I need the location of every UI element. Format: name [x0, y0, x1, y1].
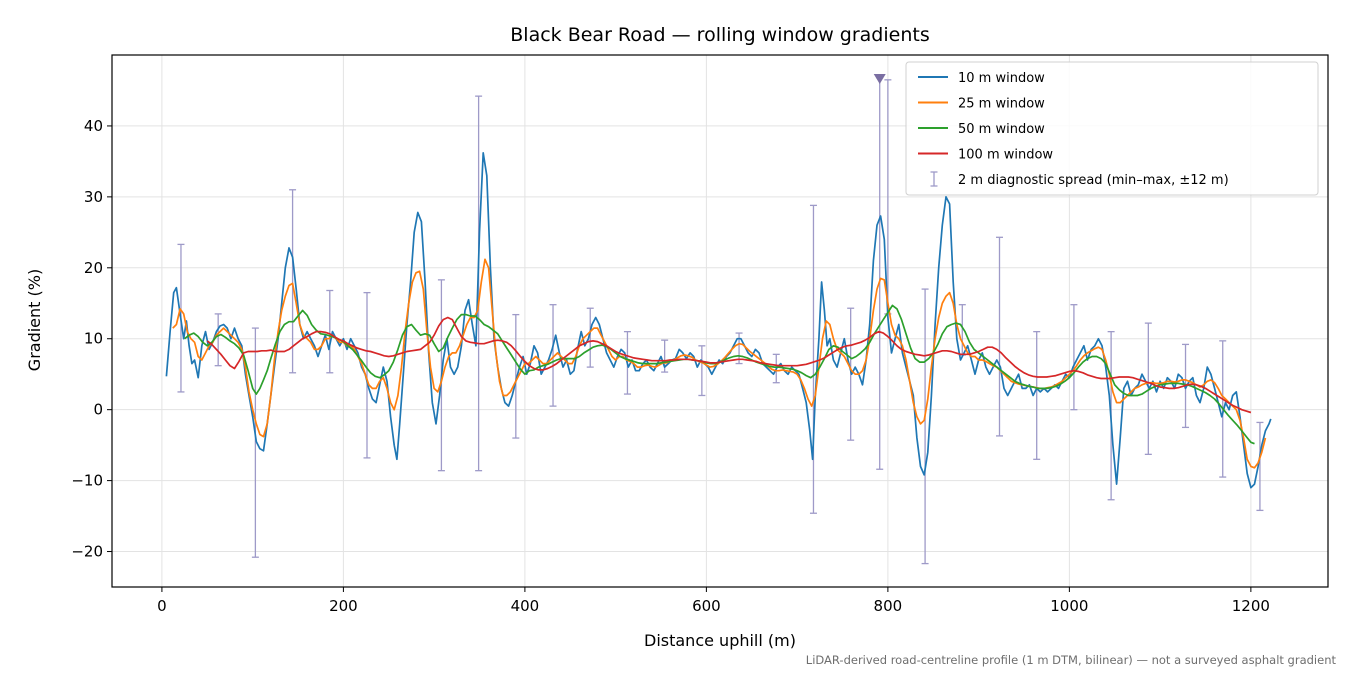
plot-frame: [111, 54, 1329, 588]
legend-label: 2 m diagnostic spread (min–max, ±12 m): [958, 173, 1229, 188]
errorbar: [289, 189, 297, 374]
y-tick-label: −20: [71, 543, 103, 561]
errorbar: [1033, 330, 1041, 460]
legend-label: 100 m window: [958, 148, 1053, 163]
x-tick-label: 600: [692, 597, 721, 615]
x-tick-label: 800: [874, 597, 903, 615]
errorbar: [586, 307, 594, 368]
legend-label: 25 m window: [958, 97, 1045, 112]
legend-item: 2 m diagnostic spread (min–max, ±12 m): [930, 171, 1229, 188]
y-tick-label: 20: [84, 259, 103, 277]
legend-item: 10 m window: [918, 71, 1045, 86]
errorbar: [251, 327, 259, 558]
y-axis-title: Gradient (%): [25, 269, 44, 371]
errorbar: [847, 307, 855, 441]
y-tick-label: 10: [84, 330, 103, 348]
errorbar: [214, 313, 222, 367]
legend-item: 25 m window: [918, 97, 1045, 112]
x-tick-label: 1200: [1232, 597, 1270, 615]
errorbar: [876, 77, 884, 470]
series-line-1: [165, 152, 1272, 489]
y-axis-ticks: −20 −10 0 10 20 30 40: [71, 117, 112, 561]
x-axis-ticks: 0 200 400 600 800 1000 1200: [157, 587, 1270, 615]
legend-label: 10 m window: [958, 71, 1045, 86]
series-line-2: [172, 258, 1267, 469]
x-tick-label: 1000: [1050, 597, 1088, 615]
series-line-3: [184, 304, 1255, 445]
errorbar: [512, 313, 520, 439]
errorbar: [921, 288, 929, 565]
errorbar: [326, 289, 334, 374]
errorbar: [809, 204, 817, 514]
y-tick-label: 30: [84, 188, 103, 206]
y-tick-label: −10: [71, 472, 103, 490]
errorbar: [698, 345, 706, 397]
errorbar: [1144, 322, 1152, 456]
overflow-marker: [873, 74, 886, 84]
legend: 10 m window 25 m window 50 m window 100 m w…: [905, 61, 1319, 196]
legend-item: 50 m window: [918, 122, 1045, 137]
errorbar: [1256, 421, 1264, 512]
series-line-4: [206, 316, 1252, 414]
y-tick-label: 0: [93, 401, 103, 419]
errorbar: [1070, 304, 1078, 411]
footnote: LiDAR-derived road-centreline profile (1…: [806, 653, 1337, 667]
x-tick-label: 400: [511, 597, 540, 615]
chart-title: Black Bear Road — rolling window gradien…: [510, 24, 929, 46]
series-layer: [165, 74, 1272, 565]
legend-label: 50 m window: [958, 122, 1045, 137]
legend-item: 100 m window: [918, 148, 1053, 163]
x-tick-label: 0: [157, 597, 167, 615]
errorbar: [549, 304, 557, 407]
y-tick-label: 40: [84, 117, 103, 135]
errorbar: [363, 291, 371, 459]
legend-box: [905, 61, 1319, 196]
x-axis-title: Distance uphill (m): [644, 631, 796, 650]
errorbar: [995, 236, 1003, 437]
x-tick-label: 200: [329, 597, 358, 615]
